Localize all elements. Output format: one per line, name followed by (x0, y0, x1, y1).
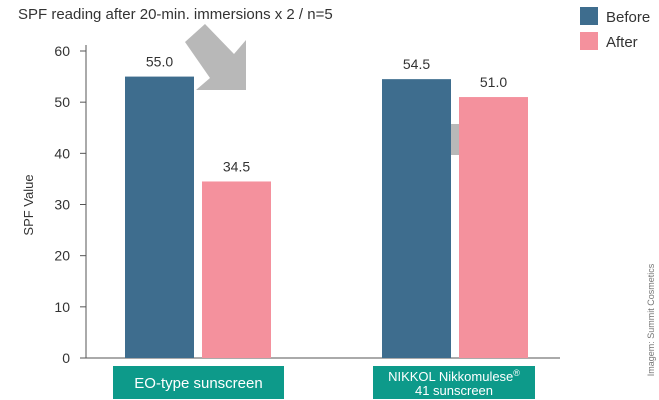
legend: Before After (580, 7, 650, 51)
y-axis-title: SPF Value (21, 174, 36, 235)
data-label-after-1: 34.5 (223, 158, 250, 174)
bar-after-2 (459, 97, 528, 359)
legend-label-after: After (606, 34, 638, 51)
category-box-1 (113, 366, 284, 399)
category-label-2-line1: NIKKOL Nikkomulese® (388, 368, 520, 384)
data-label-before-1: 55.0 (146, 54, 173, 70)
legend-label-before: Before (606, 9, 650, 26)
y-tick-label: 0 (62, 350, 70, 366)
data-label-after-2: 51.0 (480, 74, 507, 90)
category-label-2-line2: 41 sunscreen (415, 383, 493, 398)
chart-subtitle: SPF reading after 20-min. immersions x 2… (18, 6, 333, 23)
category-label-1: EO-type sunscreen (134, 375, 262, 392)
legend-swatch-after (580, 32, 598, 50)
y-tick-label: 20 (54, 248, 70, 264)
bar-before-2 (382, 79, 451, 359)
bar-before-1 (125, 76, 194, 358)
bars (125, 76, 528, 359)
y-tick-label: 60 (54, 43, 70, 59)
down-right-arrow-icon (185, 24, 246, 90)
category-box-2 (373, 366, 535, 399)
data-labels: 55.0 34.5 54.5 51.0 (146, 54, 507, 175)
registered-mark: ® (513, 368, 520, 378)
category-axis: EO-type sunscreen NIKKOL Nikkomulese®41 s… (113, 366, 535, 399)
data-label-before-2: 54.5 (403, 56, 430, 72)
legend-swatch-before (580, 7, 598, 25)
image-credit: Imagem: Summit Cosmetics (646, 263, 656, 376)
y-tick-label: 30 (54, 197, 70, 213)
bar-after-1 (202, 181, 271, 358)
y-tick-label: 10 (54, 299, 70, 315)
y-tick-label: 50 (54, 94, 70, 110)
y-tick-label: 40 (54, 145, 70, 161)
